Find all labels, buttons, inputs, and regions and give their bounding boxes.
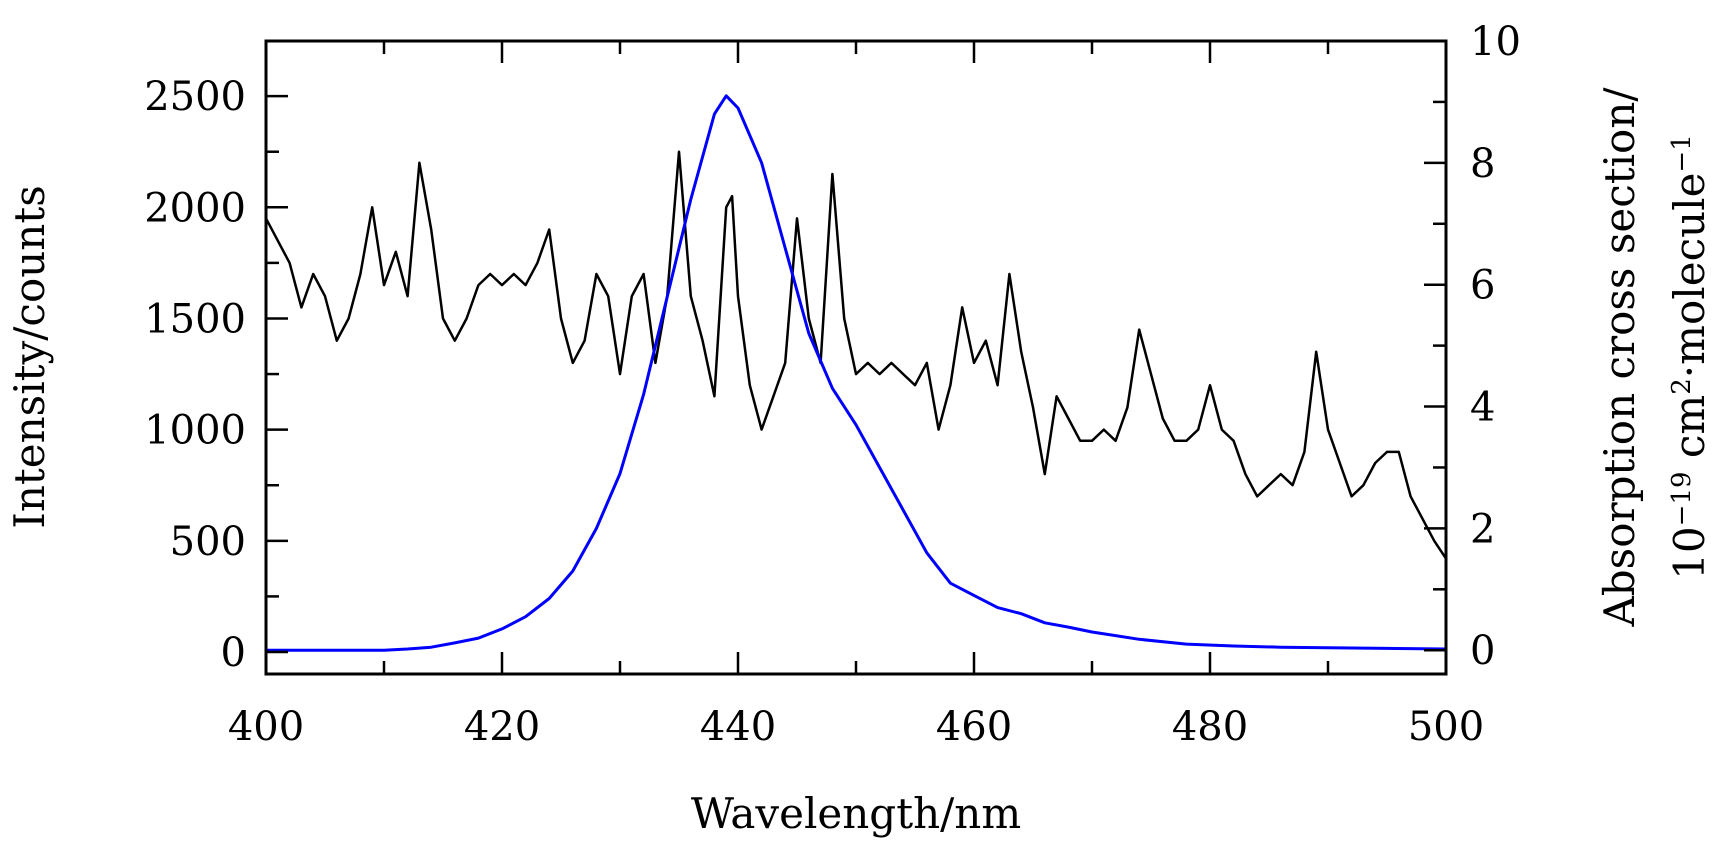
y-tick-label-right: 8 [1470,141,1495,187]
y-tick-label-left: 0 [221,630,246,676]
y-tick-label-left: 1500 [144,296,246,342]
y-axis-label-right-line1: Absorption cross section/ [1595,87,1644,628]
plot-area: 400 420 440 460 480 500 0 500 1000 1500 2000 2500 0 2… [144,19,1521,750]
plot-frame [264,39,1448,676]
x-tick-label: 440 [700,704,776,750]
x-axis-label: Wavelength/nm [691,789,1021,838]
x-tick-label: 400 [228,704,304,750]
y-tick-label-right: 6 [1470,263,1495,309]
y-tick-label-right: 4 [1470,385,1495,431]
y-tick-label-left: 500 [170,519,246,565]
intensity-line [264,150,1448,560]
y-axis-label-right-line2: 10−19 cm2·molecule−1 [1665,134,1714,580]
y-tick-label-right: 2 [1470,506,1495,552]
y-axis-label-left: Intensity/counts [5,185,54,529]
x-tick-label: 480 [1172,704,1248,750]
y-axis-label-right: Absorption cross section/ 10−19 cm2·mole… [1595,87,1714,628]
x-tick-label: 500 [1408,704,1484,750]
y-tick-label-right: 10 [1470,19,1521,65]
y-tick-label-left: 2000 [144,185,246,231]
y-tick-label-right: 0 [1470,628,1495,674]
x-tick-label: 460 [936,704,1012,750]
y-tick-label-left: 2500 [144,74,246,120]
absorption-cross-section-line [266,94,1447,652]
x-tick-label: 420 [464,704,540,750]
y-tick-label-left: 1000 [144,408,246,454]
